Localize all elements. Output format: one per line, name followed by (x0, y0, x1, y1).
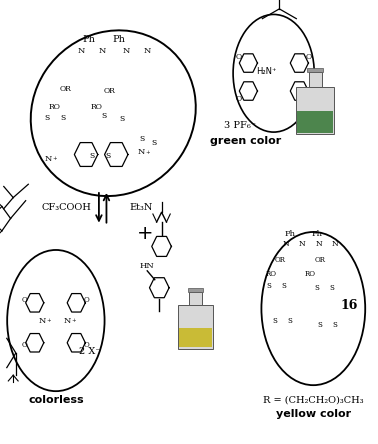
Text: RO: RO (90, 103, 102, 111)
Text: S: S (314, 284, 319, 292)
Text: 2 X⁻: 2 X⁻ (79, 347, 101, 356)
Text: N: N (283, 240, 290, 248)
Text: O: O (22, 296, 28, 304)
Text: green color: green color (210, 136, 281, 146)
Text: O: O (306, 53, 312, 61)
Text: S: S (61, 114, 66, 122)
Bar (188, 288, 203, 292)
Text: colorless: colorless (28, 396, 84, 405)
Text: S: S (288, 317, 292, 325)
Text: RO: RO (305, 270, 316, 278)
Text: ⁺: ⁺ (272, 67, 276, 75)
Bar (308, 72, 322, 87)
Text: S: S (139, 135, 144, 143)
Text: OR: OR (274, 256, 286, 264)
Text: CF₃COOH: CF₃COOH (41, 203, 91, 212)
Text: R = (CH₂CH₂O)₃CH₃: R = (CH₂CH₂O)₃CH₃ (263, 396, 364, 405)
Text: S: S (45, 114, 50, 122)
Text: S: S (333, 321, 338, 329)
Text: O: O (83, 296, 89, 304)
Text: S: S (90, 152, 95, 160)
Text: S: S (266, 282, 271, 290)
Text: S: S (152, 139, 156, 147)
Text: RO: RO (265, 270, 277, 278)
Text: +: + (52, 156, 57, 161)
Text: S: S (273, 317, 277, 325)
Text: O: O (236, 95, 242, 103)
Text: S: S (282, 282, 286, 290)
Text: N: N (299, 240, 305, 248)
Text: Ph: Ph (82, 36, 95, 44)
Text: RO: RO (49, 103, 61, 111)
Text: H₂N: H₂N (256, 67, 272, 75)
Text: N: N (45, 155, 52, 163)
Bar (178, 305, 213, 349)
Bar (297, 111, 333, 133)
Text: O: O (83, 341, 89, 349)
Text: 16: 16 (341, 299, 358, 312)
Text: N: N (144, 47, 151, 55)
Text: N: N (98, 47, 105, 55)
Text: N: N (138, 148, 145, 156)
Text: N: N (77, 47, 85, 55)
Text: OR: OR (60, 85, 72, 93)
Text: O: O (236, 53, 242, 61)
Text: OR: OR (314, 256, 325, 264)
Text: N: N (123, 47, 130, 55)
Bar (307, 68, 323, 72)
Text: S: S (318, 321, 322, 329)
Text: OR: OR (104, 87, 115, 95)
Text: N: N (39, 317, 46, 325)
Text: 3 PF₆⁻: 3 PF₆⁻ (224, 121, 256, 130)
Text: S: S (101, 112, 107, 120)
Text: Ph: Ph (113, 36, 125, 44)
Text: O: O (22, 341, 28, 349)
Text: S: S (105, 152, 110, 160)
Bar (179, 328, 212, 347)
Text: N: N (64, 317, 71, 325)
Text: +: + (46, 318, 51, 323)
Text: S: S (119, 115, 124, 123)
Text: yellow color: yellow color (276, 409, 351, 419)
Text: +: + (145, 150, 150, 155)
Text: +: + (71, 318, 76, 323)
Text: Et₃N: Et₃N (130, 203, 153, 212)
Text: N: N (332, 240, 339, 248)
Text: O: O (306, 95, 312, 103)
Text: Ph: Ph (311, 230, 322, 238)
Text: Ph: Ph (284, 230, 296, 238)
Text: N: N (316, 240, 322, 248)
Bar (189, 292, 201, 305)
Text: S: S (329, 284, 334, 292)
Text: HN: HN (139, 262, 154, 270)
Bar (296, 87, 334, 134)
Text: +: + (137, 224, 153, 242)
